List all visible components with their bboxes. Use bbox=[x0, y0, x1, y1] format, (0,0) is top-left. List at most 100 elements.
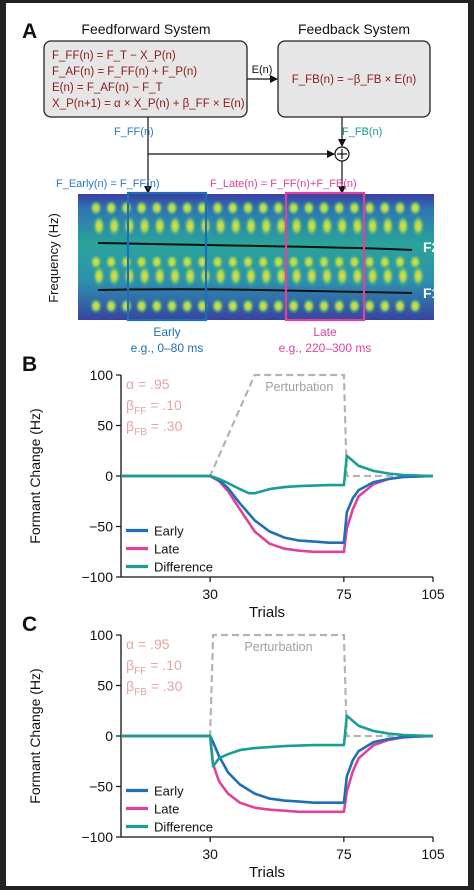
panel-letter: C bbox=[22, 613, 37, 636]
y-tick-label: 100 bbox=[90, 367, 114, 383]
late-window-label: e.g., 220–300 ms bbox=[279, 341, 372, 355]
ff-eq3: E(n) = F_AF(n) − F_T bbox=[52, 82, 163, 94]
spectrogram-harmonic bbox=[138, 265, 152, 287]
y-tick-label: 50 bbox=[97, 678, 113, 694]
late-label: Late bbox=[313, 325, 337, 339]
ff-eq2: F_AF(n) = F_FF(n) + F_P(n) bbox=[52, 66, 197, 78]
spectrogram-harmonic bbox=[335, 265, 349, 287]
spectrogram-harmonic bbox=[92, 215, 106, 237]
error-arrow-label: E(n) bbox=[252, 64, 273, 76]
feedforward-title: Feedforward System bbox=[81, 21, 210, 37]
chart-panel-c: C 100 50 0 −50 −100 30 75 105 Trials Formant Chang… bbox=[22, 613, 445, 881]
spectrogram-harmonic bbox=[244, 265, 258, 287]
spectrogram-harmonic bbox=[363, 298, 377, 314]
spectrogram-harmonic bbox=[92, 265, 106, 287]
spectrogram-harmonic bbox=[135, 200, 149, 216]
spectrogram-harmonic bbox=[290, 265, 304, 287]
spectrogram-harmonic bbox=[122, 265, 136, 287]
spectrogram-harmonic bbox=[180, 200, 194, 216]
spectrogram-harmonic bbox=[274, 215, 288, 237]
late-formula: F_Late(n) = F_FF(n)+F_FB(n) bbox=[210, 178, 357, 190]
spectrogram-harmonic bbox=[104, 200, 118, 216]
spectrogram-harmonic bbox=[320, 265, 334, 287]
spectrogram-harmonic bbox=[393, 200, 407, 216]
y-tick-label: −100 bbox=[81, 829, 113, 845]
early-label: Early bbox=[153, 325, 180, 339]
spectrogram-ylabel: Frequency (Hz) bbox=[46, 213, 61, 303]
spectrogram-harmonic bbox=[259, 215, 273, 237]
spectrogram-harmonic bbox=[408, 298, 422, 314]
model-parameter: βFF = .10 bbox=[126, 397, 182, 417]
x-tick-label: 105 bbox=[421, 586, 445, 602]
y-tick-label: −50 bbox=[89, 779, 113, 795]
spectrogram-harmonic bbox=[168, 215, 182, 237]
spectrogram-harmonic bbox=[256, 200, 270, 216]
spectrogram-harmonic bbox=[241, 298, 255, 314]
spectrogram-harmonic bbox=[366, 215, 380, 237]
spectrogram-harmonic bbox=[244, 215, 258, 237]
ff-label: F_FF(n) bbox=[114, 126, 154, 138]
x-axis-label: Trials bbox=[249, 604, 285, 621]
spectrogram-harmonic bbox=[332, 200, 346, 216]
perturbation-label: Perturbation bbox=[265, 380, 333, 394]
f2-track bbox=[97, 242, 413, 251]
spectrogram-harmonic bbox=[104, 298, 118, 314]
series-line-early bbox=[121, 474, 434, 545]
spectrogram-harmonic bbox=[153, 215, 167, 237]
legend-label: Late bbox=[154, 542, 179, 557]
spectrogram-harmonic bbox=[89, 200, 103, 216]
early-window bbox=[126, 191, 208, 322]
f2-label: F2 bbox=[423, 239, 440, 255]
spectrogram-harmonic bbox=[305, 265, 319, 287]
spectrogram-harmonic bbox=[408, 200, 422, 216]
spectrogram-harmonic bbox=[89, 298, 103, 314]
spectrogram-harmonic bbox=[226, 298, 240, 314]
f1-track bbox=[97, 288, 413, 294]
early-window-label: e.g., 0–80 ms bbox=[131, 341, 204, 355]
spectrogram-harmonic bbox=[211, 200, 225, 216]
spectrogram-harmonic bbox=[396, 265, 410, 287]
x-axis-label: Trials bbox=[249, 864, 285, 881]
spectrogram-harmonic bbox=[183, 215, 197, 237]
model-parameter: βFB = .30 bbox=[126, 418, 183, 438]
spectrogram-harmonic bbox=[287, 200, 301, 216]
series-line-difference bbox=[121, 454, 434, 495]
spectrogram-harmonic bbox=[335, 215, 349, 237]
spectrogram-harmonic bbox=[302, 200, 316, 216]
y-axis-label: Formant Change (Hz) bbox=[27, 408, 43, 543]
spectrogram-harmonic bbox=[317, 298, 331, 314]
spectrogram-harmonic bbox=[287, 298, 301, 314]
x-tick-label: 75 bbox=[336, 586, 352, 602]
perturbation-line bbox=[121, 633, 433, 738]
spectrogram-harmonic bbox=[366, 265, 380, 287]
spectrogram-harmonic bbox=[320, 215, 334, 237]
spectrogram-harmonic bbox=[332, 298, 346, 314]
spectrogram-harmonic bbox=[290, 215, 304, 237]
spectrogram-harmonic bbox=[305, 215, 319, 237]
y-tick-label: 0 bbox=[105, 728, 113, 744]
feedback-title: Feedback System bbox=[298, 21, 410, 37]
spectrogram-harmonic bbox=[138, 215, 152, 237]
perturbation-line bbox=[121, 373, 433, 478]
spectrogram-harmonic bbox=[350, 215, 364, 237]
legend-label: Early bbox=[154, 784, 184, 799]
spectrogram-harmonic bbox=[119, 298, 133, 314]
x-tick-label: 105 bbox=[421, 846, 445, 862]
spectrogram-harmonic bbox=[180, 298, 194, 314]
spectrogram-harmonic bbox=[165, 200, 179, 216]
chart-panel-b: B 100 50 0 −50 −100 30 75 105 Trials Formant Chang… bbox=[22, 353, 445, 621]
spectrogram-harmonic bbox=[107, 215, 121, 237]
spectrogram-harmonic bbox=[274, 265, 288, 287]
series-line-early bbox=[121, 734, 434, 805]
spectrogram: F2 F1 bbox=[78, 194, 440, 320]
model-parameter: βFF = .10 bbox=[126, 657, 182, 677]
spectrogram-harmonic bbox=[256, 298, 270, 314]
spectrogram-harmonic bbox=[165, 298, 179, 314]
panel-a-letter: A bbox=[22, 20, 37, 43]
spectrogram-harmonic bbox=[150, 298, 164, 314]
ff-eq4: X_P(n+1) = α × X_P(n) + β_FF × E(n) bbox=[52, 98, 245, 110]
feedback-box bbox=[277, 40, 431, 118]
series-line-difference bbox=[121, 714, 434, 768]
